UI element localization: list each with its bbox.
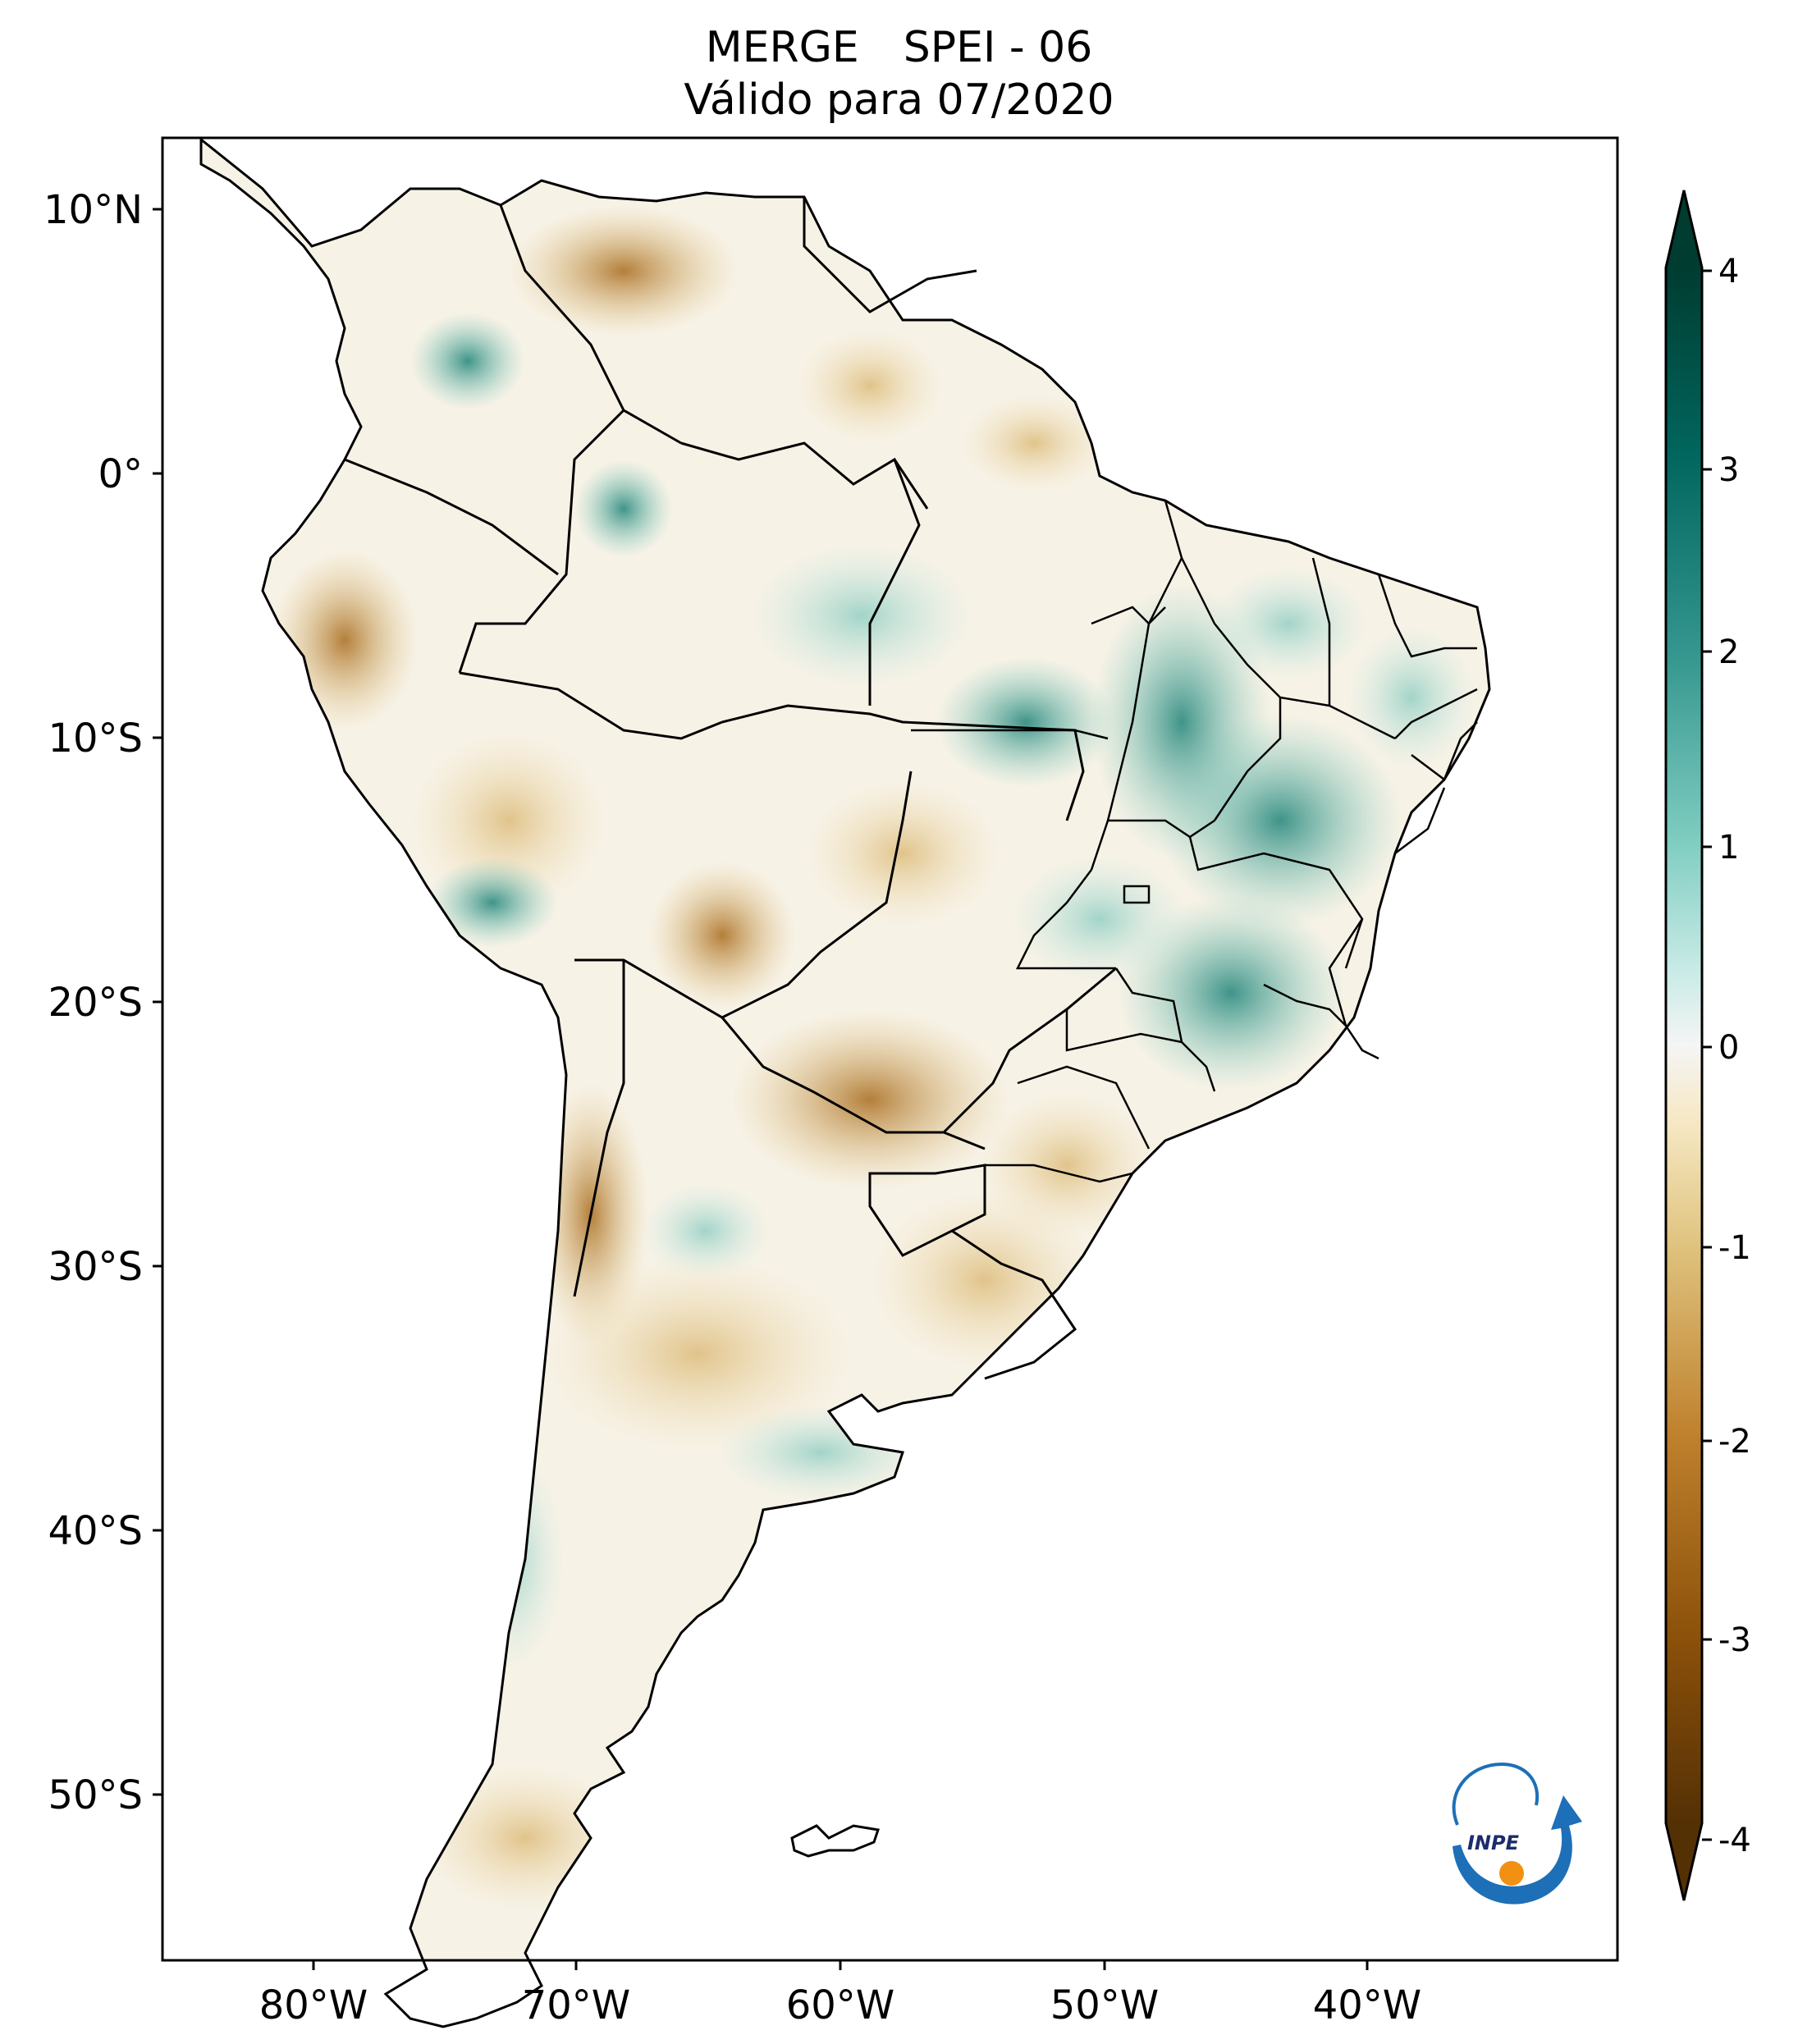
colorbar-tick-neg2: -2 [1718, 1423, 1751, 1461]
colorbar-tick-neg1: -1 [1718, 1229, 1751, 1267]
title-dataset: MERGE [705, 23, 859, 72]
colorbar-extend-bottom [1666, 1823, 1702, 1900]
colorbar-outline [1664, 190, 1704, 1901]
lat-label-10n: 10°N [43, 187, 143, 233]
lat-label-50s: 50°S [48, 1772, 143, 1818]
lon-label-50w: 50°W [1050, 1982, 1160, 2028]
colorbar-tick-2: 2 [1718, 633, 1739, 671]
lon-label-70w: 70°W [522, 1982, 631, 2028]
state-borders [911, 500, 1478, 1183]
colorbar-tick-1: 1 [1718, 829, 1739, 867]
country-borders [344, 197, 1117, 1380]
lat-label-0: 0° [98, 451, 143, 497]
title-index: SPEI - 06 [903, 23, 1093, 72]
colorbar: 4 3 2 1 0 -1 -2 -3 -4 [1664, 190, 1751, 1901]
inpe-logo: INPE [1452, 1762, 1582, 1905]
map-title-line2: Válido para 07/2020 [684, 75, 1114, 125]
lat-label-30s: 30°S [48, 1244, 143, 1290]
lat-labels: 10°N 0° 10°S 20°S 30°S 40°S 50°S [43, 187, 143, 1818]
colorbar-extend-top [1666, 190, 1702, 268]
lon-label-60w: 60°W [786, 1982, 895, 2028]
lat-label-10s: 10°S [48, 716, 143, 761]
lon-labels: 80°W 70°W 60°W 50°W 40°W [259, 1982, 1422, 2028]
colorbar-tick-3: 3 [1718, 451, 1739, 489]
colorbar-tick-0: 0 [1718, 1029, 1739, 1067]
lon-ticks [312, 1960, 1369, 1970]
colorbar-tick-neg3: -3 [1718, 1621, 1751, 1659]
lat-label-40s: 40°S [48, 1508, 143, 1554]
map-frame [161, 136, 1619, 1962]
inpe-logo-text: INPE [1467, 1831, 1520, 1854]
map-title-line1: MERGE SPEI - 06 [0, 23, 1798, 72]
colorbar-tick-4: 4 [1718, 253, 1739, 290]
lon-label-40w: 40°W [1313, 1982, 1422, 2028]
lat-label-20s: 20°S [48, 980, 143, 1026]
colorbar-tick-neg4: -4 [1718, 1822, 1751, 1859]
falkland-islands [790, 1824, 880, 1858]
lon-label-80w: 80°W [259, 1982, 368, 2028]
colorbar-fill [1666, 268, 1702, 1823]
lat-ticks [153, 208, 162, 1796]
